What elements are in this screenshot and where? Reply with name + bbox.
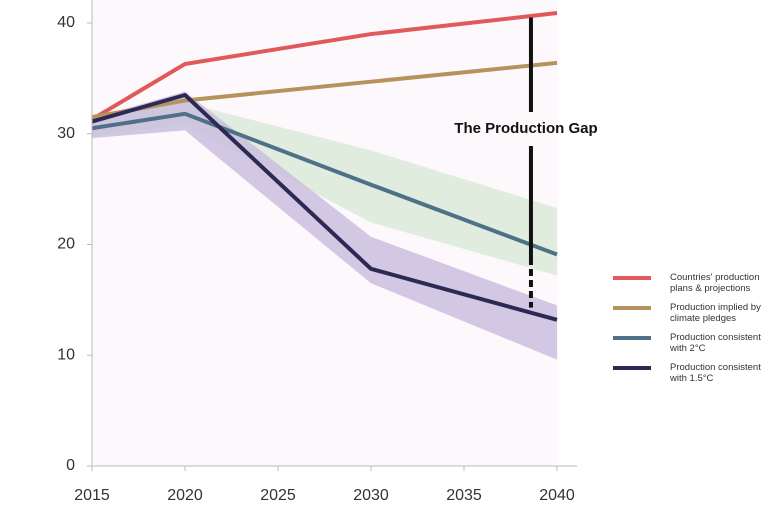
range-band xyxy=(92,102,557,276)
y-tick-label: 40 xyxy=(57,14,75,31)
legend-label: Production consistent with 1.5°C xyxy=(670,362,761,384)
x-tick-label: 2025 xyxy=(260,487,296,504)
legend-swatch xyxy=(613,366,651,370)
series-line xyxy=(91,92,558,322)
y-tick-label: 20 xyxy=(57,236,75,253)
series-line xyxy=(90,11,558,122)
legend-swatch xyxy=(613,276,651,280)
legend-swatch xyxy=(613,336,651,340)
x-tick-label: 2035 xyxy=(446,487,482,504)
series-line xyxy=(91,111,558,257)
annotation-text: The Production Gap xyxy=(454,120,597,137)
y-tick-label: 10 xyxy=(57,346,75,363)
legend-label: Production implied by climate pledges xyxy=(670,302,761,324)
legend-label: Countries' production plans & projection… xyxy=(670,272,760,294)
y-tick-label: 30 xyxy=(57,125,75,142)
legend-label: Production consistent with 2°C xyxy=(670,332,761,354)
y-tick-label: 0 xyxy=(66,457,75,474)
x-tick-label: 2020 xyxy=(167,487,203,504)
x-tick-label: 2030 xyxy=(353,487,389,504)
legend-swatch xyxy=(613,306,651,310)
x-tick-label: 2040 xyxy=(539,487,575,504)
x-tick-label: 2015 xyxy=(74,487,110,504)
